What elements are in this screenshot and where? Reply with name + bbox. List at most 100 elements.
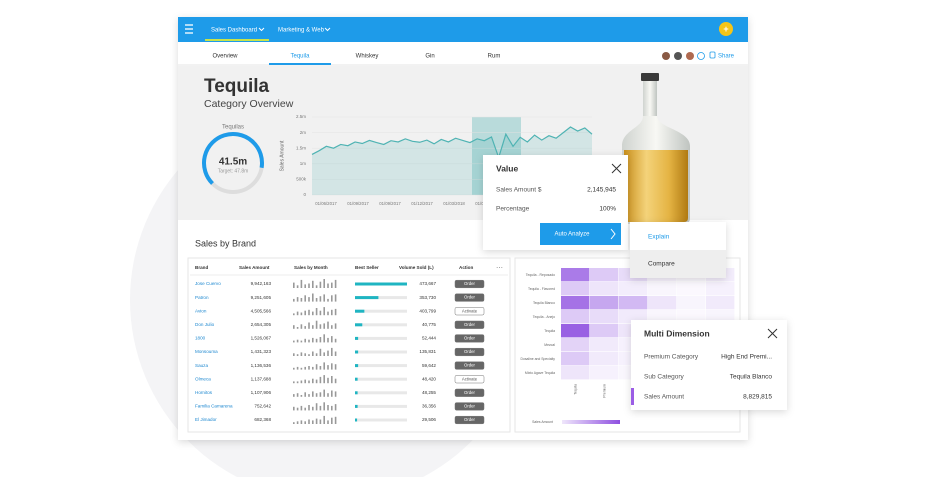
heat-cell (561, 338, 590, 352)
chevron (324, 27, 331, 32)
column-header[interactable]: Sales Amount (239, 265, 270, 270)
brand[interactable]: El Jimador (195, 417, 217, 422)
column-header[interactable]: Action (459, 265, 473, 270)
button-label[interactable]: Auto Analyze (554, 232, 590, 238)
popup-title: Multi Dimension (644, 328, 710, 338)
spark-bar (327, 311, 329, 316)
spark-bar (304, 407, 306, 411)
column-header[interactable]: Best Seller (355, 265, 379, 270)
spark-bar (319, 419, 322, 424)
action-button[interactable] (454, 361, 485, 370)
brand[interactable]: Sauza (195, 363, 208, 368)
spark-bar (304, 326, 306, 329)
spark-bar (296, 339, 299, 343)
popup-title: Value (496, 163, 518, 173)
spark-bar (327, 337, 329, 343)
tab[interactable]: Gin (425, 54, 434, 60)
action-label[interactable]: Order (464, 322, 476, 327)
brand[interactable]: Hornitos (195, 390, 213, 395)
action-label[interactable]: Order (464, 281, 476, 286)
brand[interactable]: Jose Cuervo (195, 281, 221, 286)
tab[interactable]: Whiskey (356, 54, 379, 60)
action-button[interactable] (454, 293, 485, 302)
spark-bar (300, 367, 303, 370)
row-label: Tequila - Flavored (528, 287, 555, 291)
heat-cell (590, 296, 619, 310)
volume: 403,799 (419, 308, 436, 313)
spark-bar (296, 381, 299, 384)
action-label[interactable]: Order (464, 404, 476, 409)
spark-bar (300, 420, 303, 424)
action-button[interactable] (454, 307, 485, 316)
spark-bar (319, 348, 322, 356)
tabs: Overview Tequila Whiskey Gin Rum (212, 54, 500, 65)
bar-track (355, 323, 407, 327)
spark-bar (327, 283, 329, 288)
brand[interactable]: Familia Camarena (195, 404, 233, 409)
column-header[interactable]: Sales by Month (294, 265, 328, 270)
column-header[interactable]: Brand (195, 265, 208, 270)
action-button[interactable] (454, 320, 485, 329)
spark-bar (293, 381, 295, 384)
close-icon[interactable] (611, 163, 622, 174)
spark-bar (300, 312, 303, 316)
nav-item[interactable]: Sales Dashboard (211, 28, 257, 34)
spark-bar (315, 308, 318, 316)
action-button[interactable] (454, 334, 485, 343)
spark-bar (319, 405, 322, 411)
spark-bar (331, 376, 333, 384)
row-label: Tequila - Reposado (526, 273, 555, 277)
brand[interactable]: Olmeca (195, 376, 211, 381)
spark-bar (296, 366, 299, 370)
close-icon[interactable] (767, 328, 778, 339)
avatars (662, 52, 705, 60)
action-label[interactable]: Order (464, 390, 476, 395)
action-button[interactable] (454, 402, 485, 411)
action-button[interactable] (454, 388, 485, 397)
menu-icon[interactable] (185, 24, 193, 34)
brand[interactable]: Monsouma (195, 349, 218, 354)
tab[interactable]: Tequila (290, 54, 310, 60)
brand[interactable]: Avion (195, 308, 207, 313)
spark-bar (323, 307, 325, 316)
action-label[interactable]: Order (464, 363, 476, 368)
menu-item[interactable]: Compare (648, 261, 675, 268)
action-label[interactable]: Activate (462, 376, 478, 381)
gauge-arc (202, 132, 264, 185)
action-button[interactable] (454, 415, 485, 425)
action-label[interactable]: Order (464, 417, 476, 422)
column-header[interactable]: Volume Sold (L) (399, 265, 434, 270)
spark-bar (315, 364, 318, 370)
spark-bar (300, 405, 303, 411)
action-label[interactable]: Order (464, 295, 476, 300)
nav-item[interactable]: Marketing & Web (278, 28, 325, 34)
sales: 1,526,067 (251, 336, 272, 341)
menu-item[interactable]: Explain (648, 234, 670, 241)
brand[interactable]: Patron (195, 295, 209, 300)
spark-bar (300, 395, 303, 397)
tab[interactable]: Overview (212, 54, 238, 60)
add-button[interactable] (719, 22, 733, 36)
action-button[interactable] (454, 279, 485, 289)
sales: 752,642 (254, 404, 271, 409)
spark-bar (300, 279, 303, 288)
spark-bar (319, 392, 322, 397)
share[interactable]: Share (718, 54, 735, 60)
brand[interactable]: 1800 (195, 336, 206, 341)
spark-bar (312, 311, 314, 316)
heat-cell (619, 282, 648, 296)
auto-analyze-button[interactable] (540, 223, 621, 245)
action-label[interactable]: Order (464, 349, 476, 354)
brand[interactable]: Don Julio (195, 322, 215, 327)
bottle (622, 73, 690, 224)
tab[interactable]: Rum (488, 54, 501, 60)
spark-bar (308, 354, 310, 356)
action-button[interactable] (454, 375, 485, 384)
spark-bar (334, 323, 337, 329)
action-label[interactable]: Activate (462, 308, 478, 313)
action-button[interactable] (454, 347, 485, 357)
action-label[interactable]: Order (464, 336, 476, 341)
more-icon[interactable]: ⋯ (496, 265, 503, 272)
add-icon[interactable]: + (723, 24, 728, 34)
